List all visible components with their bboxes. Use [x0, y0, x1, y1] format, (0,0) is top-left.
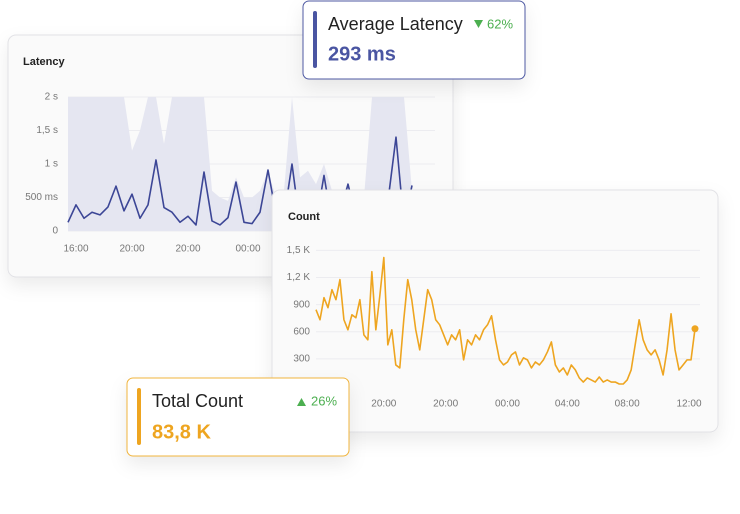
y-tick-label: 2 s	[45, 92, 58, 103]
accent-bar	[137, 388, 141, 445]
accent-bar	[313, 11, 317, 68]
x-tick-label: 20:00	[433, 399, 458, 410]
stat-title: Total Count	[152, 391, 243, 411]
x-tick-label: 20:00	[119, 244, 144, 255]
up-arrow	[297, 398, 306, 406]
x-tick-label: 04:00	[555, 399, 580, 410]
count-panel: Count 300 600 900 1,2 K 1,5 K 20:00 20:00 00:00…	[271, 189, 719, 433]
y-tick-label: 1,5 K	[287, 245, 311, 256]
stat-title: Average Latency	[328, 14, 463, 34]
card	[126, 377, 350, 457]
x-tick-label: 20:00	[371, 399, 396, 410]
y-tick-label: 1 s	[45, 159, 58, 170]
end-marker	[691, 325, 699, 333]
down-arrow	[474, 20, 483, 28]
x-tick-label: 20:00	[175, 244, 200, 255]
chart-title: Count	[288, 211, 320, 223]
y-tick-label: 1,2 K	[287, 272, 311, 283]
x-tick-label: 00:00	[495, 399, 520, 410]
x-tick-label: 08:00	[615, 399, 640, 410]
y-tick-label: 900	[293, 299, 310, 310]
stat-value: 293 ms	[328, 43, 396, 65]
card	[302, 0, 526, 80]
stat-change: 62%	[487, 16, 513, 31]
y-tick-label: 500 ms	[25, 192, 58, 203]
stat-card: Average Latency 62% 293 ms	[302, 0, 526, 80]
stat-value: 83,8 K	[152, 421, 211, 443]
line	[315, 256, 696, 385]
x-tick-label: 16:00	[63, 244, 88, 255]
x-tick-label: 00:00	[235, 244, 260, 255]
y-tick-label: 0	[52, 226, 58, 237]
y-tick-label: 300	[293, 354, 310, 365]
y-tick-label: 1,5 s	[36, 125, 58, 136]
chart-title: Latency	[23, 56, 65, 68]
x-tick-label: 12:00	[677, 399, 702, 410]
stat-change: 26%	[311, 393, 337, 408]
stat-card: Total Count 26% 83,8 K	[126, 377, 350, 457]
y-tick-label: 600	[293, 326, 310, 337]
